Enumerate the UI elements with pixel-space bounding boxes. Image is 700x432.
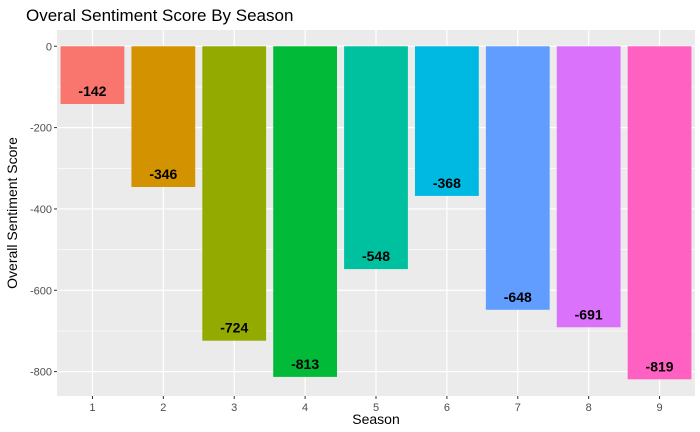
bar-season-3 — [202, 46, 267, 341]
data-label-season-2: -346 — [149, 166, 177, 182]
x-tick-label: 3 — [231, 402, 237, 414]
x-tick-label: 1 — [89, 402, 95, 414]
bar-season-9 — [627, 46, 692, 380]
y-axis: 0 -200 -400 -600 -800 — [30, 41, 57, 379]
y-tick-label: -200 — [30, 123, 52, 135]
data-label-season-4: -813 — [291, 356, 319, 372]
x-tick-label: 4 — [302, 402, 308, 414]
x-axis-title: Season — [352, 411, 399, 427]
bar-season-6 — [414, 46, 479, 196]
data-label-season-7: -648 — [504, 289, 532, 305]
bar-season-7 — [485, 46, 550, 310]
y-tick-label: -400 — [30, 204, 52, 216]
bar-season-1 — [60, 46, 125, 105]
y-tick-label: -600 — [30, 285, 52, 297]
y-axis-title: Overall Sentiment Score — [4, 137, 20, 289]
data-labels-group: -142 -346 -724 -813 -548 -368 -648 -691 -819 — [78, 83, 673, 374]
bar-season-4 — [273, 46, 338, 377]
data-label-season-1: -142 — [78, 83, 106, 99]
x-tick-label: 6 — [444, 402, 450, 414]
bar-season-8 — [556, 46, 621, 328]
data-label-season-3: -724 — [220, 320, 248, 336]
x-tick-label: 7 — [515, 402, 521, 414]
data-label-season-8: -691 — [575, 306, 603, 322]
chart-title: Overal Sentiment Score By Season — [26, 6, 293, 25]
y-tick-label: 0 — [46, 41, 52, 53]
data-label-season-6: -368 — [433, 175, 461, 191]
bar-season-5 — [344, 46, 408, 270]
x-tick-label: 2 — [160, 402, 166, 414]
data-label-season-9: -819 — [646, 358, 674, 374]
bar-season-2 — [131, 46, 196, 187]
x-tick-label: 8 — [586, 402, 592, 414]
data-label-season-5: -548 — [362, 248, 390, 264]
x-tick-label: 5 — [373, 402, 379, 414]
bars-group — [60, 46, 692, 380]
y-tick-label: -800 — [30, 367, 52, 379]
x-tick-label: 9 — [656, 402, 662, 414]
x-axis: 1 2 3 4 5 6 7 8 9 — [89, 396, 663, 414]
